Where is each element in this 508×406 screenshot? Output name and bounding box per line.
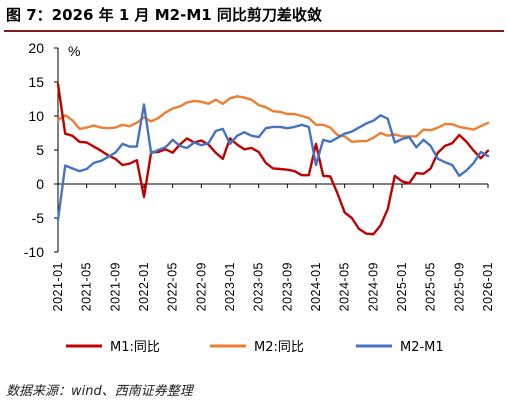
- x-tick-label: 2022-05: [166, 262, 180, 311]
- x-tick-label: 2025-01: [395, 262, 409, 311]
- series-line-0: [56, 82, 490, 236]
- y-tick-label: 10: [28, 108, 44, 124]
- x-tick-label: 2021-01: [51, 262, 65, 311]
- x-tick-label: 2024-05: [338, 262, 352, 311]
- x-tick-label: 2023-01: [223, 262, 237, 311]
- y-tick-label: 15: [28, 74, 44, 90]
- x-tick-label: 2026-01: [481, 262, 495, 311]
- y-tick-label: 0: [36, 176, 44, 192]
- figure-title: 图 7：2026 年 1 月 M2-M1 同比剪刀差收敛: [6, 6, 322, 24]
- x-tick-label: 2022-01: [137, 262, 151, 311]
- title-divider: [4, 30, 504, 32]
- chart-legend: M1:同比 M2:同比 M2-M1: [66, 340, 444, 355]
- x-tick-label: 2024-09: [366, 262, 380, 311]
- series-line-2: [56, 103, 490, 222]
- x-tick-label: 2025-09: [452, 262, 466, 311]
- y-tick-label: 20: [28, 40, 44, 56]
- x-tick-label: 2024-01: [309, 262, 323, 311]
- y-unit-label: %: [68, 43, 80, 59]
- x-tick-label: 2021-09: [108, 262, 122, 311]
- x-tick-label: 2025-05: [424, 262, 438, 311]
- x-tick-label: 2023-05: [252, 262, 266, 311]
- chart-series: [56, 82, 490, 236]
- source-note: 数据来源：wind、西南证券整理: [6, 384, 193, 399]
- legend-label: M2:同比: [254, 340, 304, 355]
- series-line-1: [56, 95, 490, 144]
- y-tick-label: -5: [32, 210, 45, 226]
- legend-label: M2-M1: [400, 340, 444, 355]
- chart-axes: 20 15 10 5 0 -5 -10 2021-01 2021-05 2021-09 2022-0…: [24, 40, 495, 311]
- legend-label: M1:同比: [110, 340, 160, 355]
- x-tick-label: 2023-09: [280, 262, 294, 311]
- x-tick-label: 2022-09: [194, 262, 208, 311]
- y-tick-label: 5: [36, 142, 44, 158]
- y-tick-label: -10: [24, 244, 44, 260]
- x-tick-label: 2021-05: [80, 262, 94, 311]
